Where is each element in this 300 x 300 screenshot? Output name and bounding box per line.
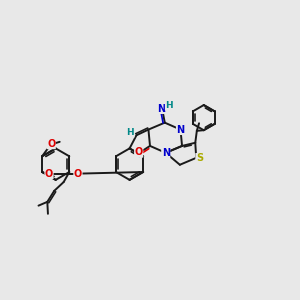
- Text: O: O: [74, 169, 82, 178]
- Text: N: N: [162, 148, 170, 158]
- Text: O: O: [135, 147, 143, 157]
- Text: O: O: [45, 169, 53, 178]
- Text: H: H: [126, 128, 134, 137]
- Text: S: S: [196, 154, 203, 164]
- Text: O: O: [47, 139, 55, 149]
- Text: N: N: [158, 103, 166, 113]
- Text: N: N: [176, 124, 184, 135]
- Text: H: H: [165, 101, 173, 110]
